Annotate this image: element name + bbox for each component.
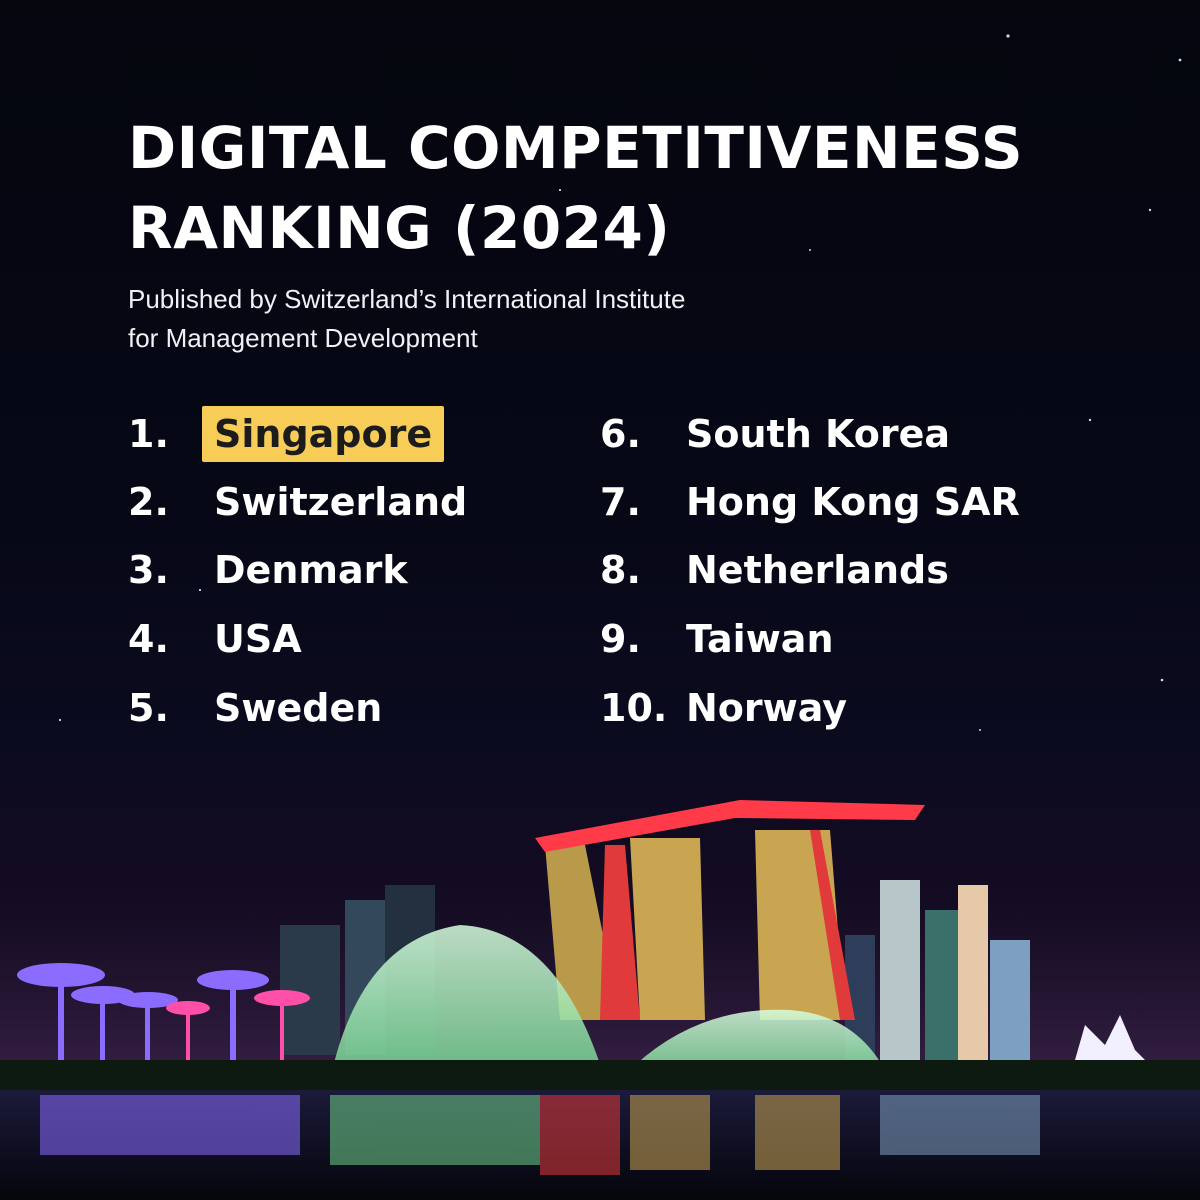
rank-number: 1. (128, 412, 169, 456)
title-line-2: RANKING (2024) (128, 194, 671, 262)
rank-number: 2. (128, 480, 169, 524)
title-line-1: DIGITAL COMPETITIVENESS (128, 114, 1024, 182)
rank-number: 8. (600, 548, 641, 592)
rank-number: 7. (600, 480, 641, 524)
rank-number: 9. (600, 617, 641, 661)
rank-number: 4. (128, 617, 169, 661)
country-name: Netherlands (686, 548, 949, 592)
rank-number: 5. (128, 686, 169, 730)
rank-number: 3. (128, 548, 169, 592)
rank-number: 10. (600, 686, 668, 730)
ranking-item-10: 10. Norway (600, 678, 853, 738)
ranking-item-6: 6. South Korea (600, 404, 956, 464)
country-name: USA (214, 617, 302, 661)
country-name: South Korea (686, 412, 951, 456)
ranking-item-5: 5. Sweden (128, 678, 388, 738)
highlighted-country-name: Singapore (202, 406, 445, 462)
country-name: Hong Kong SAR (686, 480, 1020, 524)
ranking-item-8: 8. Netherlands (600, 540, 955, 600)
ranking-item-3: 3. Denmark (128, 540, 414, 600)
starfield-background (58, 34, 1182, 731)
page-title: DIGITAL COMPETITIVENESS RANKING (2024) (128, 108, 1023, 268)
country-name: Norway (686, 686, 847, 730)
country-name: Switzerland (214, 480, 468, 524)
ranking-item-1: 1. Singapore (128, 404, 445, 464)
ranking-item-4: 4. USA (128, 609, 308, 669)
subtitle: Published by Switzerland’s International… (128, 280, 685, 358)
country-name: Taiwan (686, 617, 834, 661)
singapore-skyline-photo (0, 800, 1200, 1200)
ranking-item-9: 9. Taiwan (600, 609, 840, 669)
ranking-item-7: 7. Hong Kong SAR (600, 472, 1026, 532)
rank-number: 6. (600, 412, 641, 456)
ranking-item-2: 2. Switzerland (128, 472, 473, 532)
subtitle-line-1: Published by Switzerland’s International… (128, 284, 686, 314)
subtitle-line-2: for Management Development (128, 323, 478, 353)
country-name: Denmark (214, 548, 408, 592)
country-name: Sweden (214, 686, 383, 730)
